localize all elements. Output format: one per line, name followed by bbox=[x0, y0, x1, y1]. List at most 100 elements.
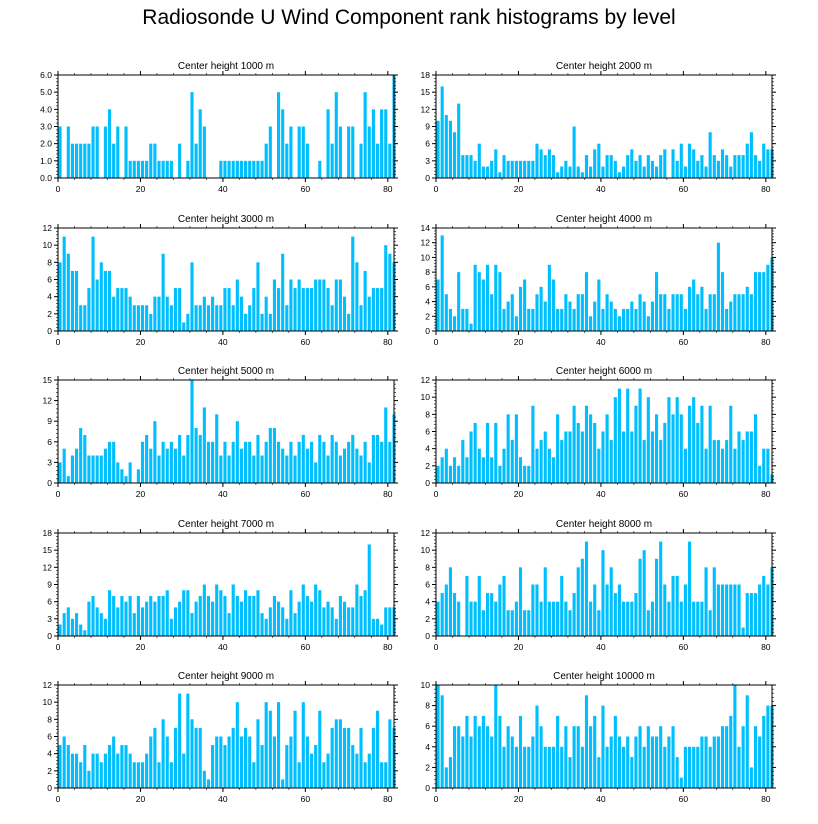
histogram-bar bbox=[235, 160, 239, 178]
histogram-bar bbox=[314, 745, 318, 788]
panel-title: Center height 9000 m bbox=[178, 671, 274, 682]
histogram-bar bbox=[351, 236, 355, 331]
x-tick-label: 40 bbox=[218, 184, 228, 194]
histogram-bar bbox=[671, 149, 675, 178]
histogram-bar bbox=[355, 753, 359, 788]
histogram-bar bbox=[609, 155, 613, 178]
histogram-bar bbox=[268, 710, 272, 788]
histogram-bar bbox=[510, 736, 514, 788]
histogram-bar bbox=[314, 462, 318, 483]
histogram-bar bbox=[523, 465, 527, 483]
histogram-bar bbox=[87, 143, 91, 178]
histogram-bar bbox=[485, 593, 490, 636]
histogram-bar bbox=[543, 155, 547, 178]
histogram-bar bbox=[490, 593, 494, 636]
histogram-bar bbox=[272, 595, 276, 636]
y-tick-label: 18 bbox=[421, 70, 431, 80]
histogram-bar bbox=[91, 236, 95, 331]
histogram-bar bbox=[285, 455, 289, 483]
histogram-bar bbox=[527, 465, 531, 483]
histogram-bar bbox=[120, 288, 124, 331]
histogram-bar bbox=[363, 270, 367, 331]
histogram-bar bbox=[650, 160, 654, 178]
x-tick-label: 40 bbox=[596, 489, 606, 499]
histogram-bar bbox=[758, 465, 762, 483]
histogram-bar bbox=[613, 715, 617, 788]
histogram-bar bbox=[107, 109, 112, 178]
histogram-bar bbox=[448, 567, 452, 636]
y-tick-label: 4 bbox=[47, 749, 52, 759]
histogram-bar bbox=[248, 595, 252, 636]
y-tick-label: 2 bbox=[47, 309, 52, 319]
histogram-bar bbox=[297, 441, 301, 483]
histogram-bar bbox=[367, 296, 371, 331]
histogram-bar bbox=[272, 279, 276, 331]
histogram-bar bbox=[330, 434, 334, 483]
histogram-bar bbox=[514, 316, 518, 331]
histogram-bar bbox=[436, 279, 440, 331]
histogram-bar bbox=[62, 736, 66, 788]
histogram-bar bbox=[293, 455, 297, 483]
histogram-bar bbox=[444, 448, 448, 483]
histogram-bar bbox=[380, 762, 384, 788]
histogram-bar bbox=[338, 126, 342, 178]
histogram-bar bbox=[502, 448, 506, 483]
histogram-bar bbox=[659, 440, 663, 483]
histogram-bar bbox=[679, 777, 683, 788]
histogram-bar bbox=[375, 143, 380, 178]
y-tick-label: 6 bbox=[47, 275, 52, 285]
x-tick-label: 60 bbox=[679, 794, 689, 804]
histogram-bar bbox=[679, 414, 683, 483]
y-tick-label: 14 bbox=[421, 223, 431, 233]
histogram-bar bbox=[132, 762, 136, 788]
histogram-bar bbox=[729, 301, 733, 331]
histogram-bar bbox=[132, 305, 136, 331]
histogram-bar bbox=[663, 294, 667, 331]
histogram-bar bbox=[173, 448, 178, 483]
x-tick-label: 80 bbox=[761, 642, 771, 652]
histogram-bar bbox=[642, 301, 646, 331]
histogram-bar bbox=[260, 613, 264, 636]
histogram-bar bbox=[609, 567, 613, 636]
histogram-bar bbox=[560, 575, 564, 636]
y-tick-label: 6 bbox=[47, 437, 52, 447]
histogram-bar bbox=[622, 308, 626, 331]
histogram-bar bbox=[334, 618, 338, 636]
histogram-bar bbox=[605, 294, 609, 331]
histogram-bar bbox=[380, 288, 384, 331]
histogram-bar bbox=[597, 757, 601, 788]
histogram-bar bbox=[556, 308, 560, 331]
histogram-bar bbox=[194, 428, 198, 483]
y-tick-label: 8 bbox=[425, 562, 430, 572]
histogram-bar bbox=[560, 308, 564, 331]
histogram-bar bbox=[708, 746, 712, 788]
histogram-bar bbox=[634, 405, 638, 483]
histogram-bar bbox=[112, 143, 116, 178]
y-tick-label: 9 bbox=[47, 580, 52, 590]
histogram-bar bbox=[173, 727, 178, 788]
histogram-bar bbox=[277, 601, 281, 636]
histogram-bar bbox=[145, 160, 149, 178]
histogram-bar bbox=[634, 593, 638, 636]
histogram-bar bbox=[285, 618, 289, 636]
y-tick-label: 6 bbox=[425, 427, 430, 437]
histogram-bar bbox=[252, 455, 256, 483]
y-tick-label: 12 bbox=[43, 223, 53, 233]
histogram-bar bbox=[523, 610, 527, 636]
histogram-bar bbox=[231, 160, 235, 178]
histogram-bar bbox=[264, 441, 268, 483]
histogram-bar bbox=[120, 595, 124, 636]
histogram-bar bbox=[481, 715, 485, 788]
histogram-bar bbox=[342, 727, 347, 788]
histogram-bar bbox=[107, 745, 112, 788]
histogram-bar bbox=[87, 455, 91, 483]
histogram-bar bbox=[256, 160, 260, 178]
histogram-bar bbox=[384, 762, 388, 788]
histogram-bar bbox=[305, 448, 309, 483]
histogram-bar bbox=[609, 440, 613, 483]
histogram-bar bbox=[314, 584, 318, 636]
histogram-bar bbox=[239, 736, 244, 788]
histogram-bar bbox=[116, 607, 120, 636]
y-tick-label: 10 bbox=[43, 240, 53, 250]
histogram-bar bbox=[461, 736, 465, 788]
